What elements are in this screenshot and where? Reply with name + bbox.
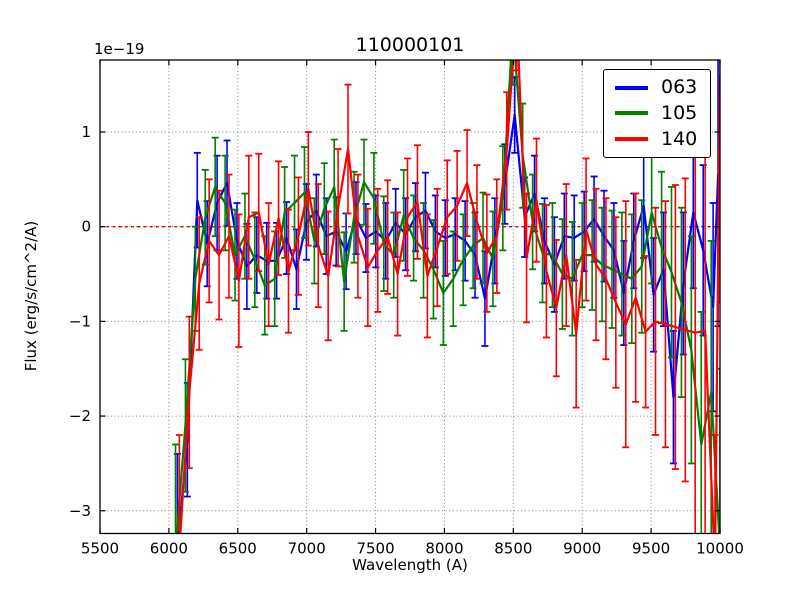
- legend-line-sample-105-icon: [615, 111, 648, 116]
- x-tick-label: 7000: [288, 540, 326, 558]
- legend-label-140: 140: [661, 127, 698, 150]
- x-axis-label: Wavelength (A): [352, 556, 468, 574]
- legend: 063 105 140: [603, 69, 711, 158]
- x-tick-label: 10000: [696, 540, 744, 558]
- y-axis-offset-label: 1e−19: [94, 40, 145, 58]
- x-tick-label: 8000: [425, 540, 463, 558]
- y-tick-label: −1: [69, 312, 91, 330]
- legend-entry-063: 063: [612, 78, 702, 97]
- y-axis-label: Flux (erg/s/cm^2/A): [22, 220, 40, 372]
- legend-label-105: 105: [661, 101, 698, 124]
- x-tick-label: 9500: [632, 540, 670, 558]
- y-tick-label: 0: [81, 218, 91, 236]
- x-tick-label: 5500: [81, 540, 119, 558]
- y-tick-label: −3: [69, 502, 91, 520]
- legend-line-sample-140-icon: [615, 137, 648, 142]
- legend-entry-140: 140: [612, 127, 702, 150]
- legend-entry-105: 105: [612, 101, 702, 124]
- y-tick-label: −2: [69, 407, 91, 425]
- x-tick-label: 6000: [150, 540, 188, 558]
- x-tick-label: 7500: [356, 540, 394, 558]
- x-tick-label: 8500: [494, 540, 532, 558]
- x-tick-label: 9000: [563, 540, 601, 558]
- plot-title: 110000101: [355, 34, 465, 56]
- legend-label-063: 063: [661, 76, 698, 99]
- y-tick-label: 1: [81, 123, 91, 141]
- legend-line-sample-063-icon: [615, 85, 648, 90]
- x-tick-label: 6500: [219, 540, 257, 558]
